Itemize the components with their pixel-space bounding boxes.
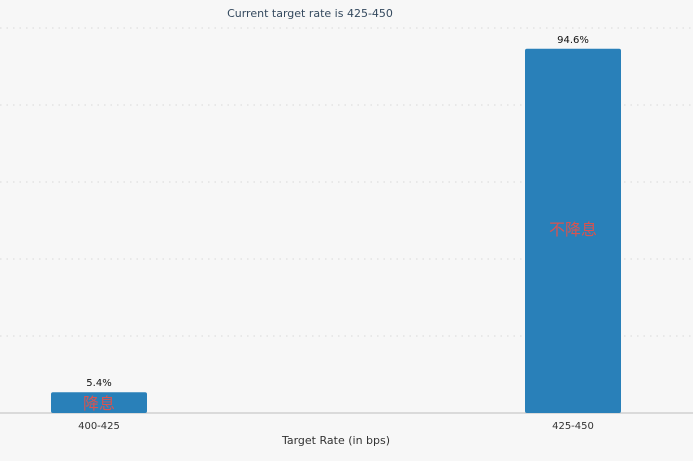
x-tick-label: 425-450 xyxy=(552,421,594,432)
chart-subtitle: Current target rate is 425-450 xyxy=(227,7,393,20)
x-axis-title: Target Rate (in bps) xyxy=(281,434,390,447)
data-label: 5.4% xyxy=(86,378,111,389)
bar-400-425[interactable] xyxy=(51,392,147,413)
bar-annotation: 不降息 xyxy=(549,220,597,239)
bars-group: 5.4% 降息 400-425 94.6% 不降息 425-450 xyxy=(51,35,621,432)
bar-annotation: 降息 xyxy=(83,394,115,413)
x-tick-label: 400-425 xyxy=(78,421,120,432)
bar-425-450[interactable] xyxy=(525,48,621,413)
data-label: 94.6% xyxy=(557,35,589,46)
